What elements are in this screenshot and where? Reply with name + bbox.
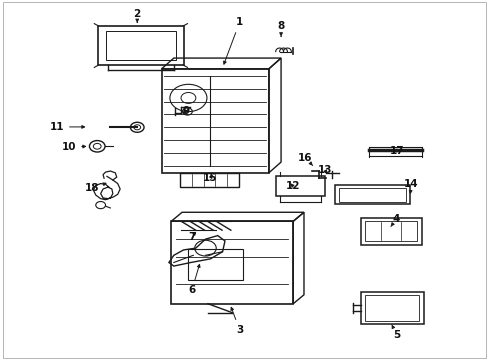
Bar (98, 26, 183, 65)
Bar (188, 249, 243, 280)
Text: 12: 12 (285, 181, 300, 192)
Text: 15: 15 (203, 173, 217, 183)
Text: 10: 10 (61, 142, 85, 152)
Bar (365, 221, 416, 241)
Bar (161, 69, 268, 173)
Bar (365, 296, 418, 320)
Text: 8: 8 (277, 21, 284, 36)
Text: 3: 3 (230, 307, 243, 335)
Text: 6: 6 (188, 264, 200, 296)
Bar (171, 221, 293, 304)
Text: 7: 7 (188, 232, 195, 242)
Text: 18: 18 (85, 183, 106, 193)
Text: 16: 16 (298, 153, 312, 166)
Text: 17: 17 (388, 145, 403, 156)
Text: 5: 5 (391, 325, 400, 340)
Text: 13: 13 (317, 165, 331, 175)
Bar (338, 188, 406, 202)
Text: 11: 11 (49, 122, 84, 132)
Bar (360, 218, 421, 244)
Text: 2: 2 (133, 9, 141, 22)
Bar (105, 31, 176, 60)
Text: 1: 1 (223, 17, 243, 64)
Bar (180, 173, 238, 187)
Text: 4: 4 (390, 214, 400, 226)
Bar (334, 185, 409, 204)
Bar (360, 292, 423, 324)
Text: 9: 9 (182, 106, 189, 116)
Bar (276, 176, 325, 196)
Text: 14: 14 (403, 179, 418, 193)
